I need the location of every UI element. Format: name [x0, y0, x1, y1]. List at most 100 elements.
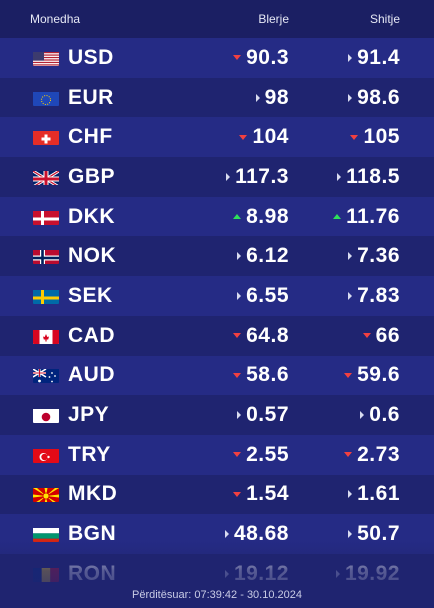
buy-rate-value: 58.6 — [246, 363, 289, 387]
trend-same-icon — [237, 411, 242, 420]
no-flag-icon — [33, 248, 59, 265]
buy-rate-value: 98 — [264, 85, 289, 109]
trend-same-icon — [237, 291, 242, 300]
buy-rate: 19.12 — [224, 561, 289, 586]
mk-flag-icon — [33, 486, 59, 503]
trend-same-icon — [226, 172, 231, 181]
trend-same-icon — [337, 172, 342, 181]
sell-rate: 50.7 — [348, 522, 400, 546]
last-updated-text: Përditësuar: 07:39:42 - 30.10.2024 — [131, 589, 302, 601]
jp-flag-icon — [33, 407, 59, 424]
trend-down-icon — [344, 452, 353, 458]
sell-rate-value: 11.76 — [346, 204, 400, 228]
ro-flag-icon — [33, 566, 59, 582]
rate-row-eur: EUR 98 98.6 — [0, 78, 434, 118]
buy-rate: 58.6 — [233, 363, 289, 387]
se-flag-icon — [33, 288, 59, 304]
trend-same-icon — [237, 252, 242, 261]
buy-rate: 1.54 — [233, 482, 289, 506]
trend-same-icon — [255, 93, 260, 102]
sell-rate-value: 2.73 — [357, 442, 400, 466]
rate-row-gbp: GBP 117.3 118.5 — [0, 157, 434, 197]
currency-code: SEK — [68, 283, 113, 307]
sell-rate-value: 0.6 — [369, 403, 400, 427]
currency-code: JPY — [68, 403, 110, 427]
au-flag-icon — [33, 367, 59, 384]
buy-rate-value: 1.54 — [246, 482, 289, 506]
rate-row-usd: USD 90.3 91.4 — [0, 38, 434, 78]
buy-rate: 64.8 — [233, 324, 289, 348]
sell-rate-value: 59.6 — [357, 363, 400, 387]
rate-row-aud: AUD 58.6 59.6 — [0, 355, 434, 396]
trend-same-icon — [348, 93, 353, 102]
sell-rate: 7.36 — [348, 244, 400, 268]
currency-code: BGN — [68, 522, 117, 546]
rate-row-dkk: DKK 8.98 11.76 — [0, 196, 434, 237]
trend-up-icon — [333, 214, 342, 220]
sell-rate: 105 — [350, 125, 400, 149]
buy-rate-value: 64.8 — [246, 323, 289, 347]
sell-rate-value: 19.92 — [344, 561, 400, 585]
sell-rate: 118.5 — [337, 165, 400, 189]
buy-rate-value: 0.57 — [246, 403, 289, 427]
column-header-currency: Monedha — [30, 12, 81, 26]
buy-rate-value: 19.12 — [233, 561, 289, 585]
sell-rate: 11.76 — [333, 205, 400, 229]
sell-rate-value: 7.36 — [357, 244, 400, 268]
column-header-buy: Blerje — [258, 12, 289, 26]
ca-flag-icon — [33, 328, 59, 344]
trend-down-icon — [233, 55, 242, 61]
trend-down-icon — [233, 333, 242, 339]
buy-rate-value: 6.55 — [246, 283, 289, 307]
sell-rate: 19.92 — [335, 561, 400, 586]
trend-same-icon — [224, 530, 229, 539]
buy-rate: 6.12 — [237, 244, 289, 268]
currency-code: USD — [68, 45, 114, 69]
sell-rate: 1.61 — [348, 482, 400, 506]
bg-flag-icon — [33, 526, 59, 543]
currency-code: NOK — [68, 244, 117, 268]
buy-rate-value: 90.3 — [246, 45, 289, 69]
rate-row-ron: RON 19.12 19.92 — [0, 554, 434, 594]
sell-rate-value: 7.83 — [357, 283, 400, 307]
trend-same-icon — [348, 530, 353, 539]
buy-rate: 104 — [239, 125, 289, 149]
rate-row-cad: CAD 64.8 66 — [0, 316, 434, 356]
trend-same-icon — [348, 53, 353, 62]
trend-same-icon — [224, 569, 229, 578]
gb-flag-icon — [33, 169, 59, 185]
sell-rate: 7.83 — [348, 284, 400, 308]
trend-down-icon — [233, 372, 242, 378]
buy-rate: 2.55 — [233, 443, 289, 467]
buy-rate: 117.3 — [226, 165, 289, 189]
sell-rate: 98.6 — [348, 86, 400, 110]
currency-code: DKK — [68, 204, 115, 228]
buy-rate: 0.57 — [237, 403, 289, 427]
buy-rate-value: 8.98 — [246, 204, 289, 228]
trend-same-icon — [348, 252, 353, 261]
rate-row-jpy: JPY 0.57 0.6 — [0, 395, 434, 435]
trend-down-icon — [233, 491, 242, 497]
us-flag-icon — [33, 50, 59, 66]
trend-down-icon — [239, 134, 248, 140]
buy-rate-value: 117.3 — [235, 164, 289, 188]
sell-rate-value: 91.4 — [357, 45, 400, 69]
buy-rate-value: 48.68 — [233, 522, 289, 546]
sell-rate-value: 98.6 — [357, 85, 400, 109]
trend-same-icon — [348, 291, 353, 300]
sell-rate-value: 66 — [375, 323, 400, 347]
trend-down-icon — [344, 372, 353, 378]
exchange-rate-list: USD 90.3 91.4 EUR 98 98.6 CHF 104 105 GBP 117.3 118… — [0, 38, 434, 594]
currency-code: GBP — [68, 164, 116, 188]
trend-same-icon — [335, 569, 340, 578]
trend-up-icon — [233, 214, 242, 220]
buy-rate: 90.3 — [233, 46, 289, 70]
buy-rate: 98 — [255, 85, 289, 110]
trend-same-icon — [360, 411, 365, 420]
sell-rate: 59.6 — [344, 363, 400, 387]
currency-code: RON — [68, 561, 117, 585]
sell-rate: 0.6 — [360, 403, 400, 427]
currency-code: TRY — [68, 442, 111, 466]
buy-rate: 48.68 — [224, 522, 289, 546]
rate-row-bgn: BGN 48.68 50.7 — [0, 514, 434, 554]
